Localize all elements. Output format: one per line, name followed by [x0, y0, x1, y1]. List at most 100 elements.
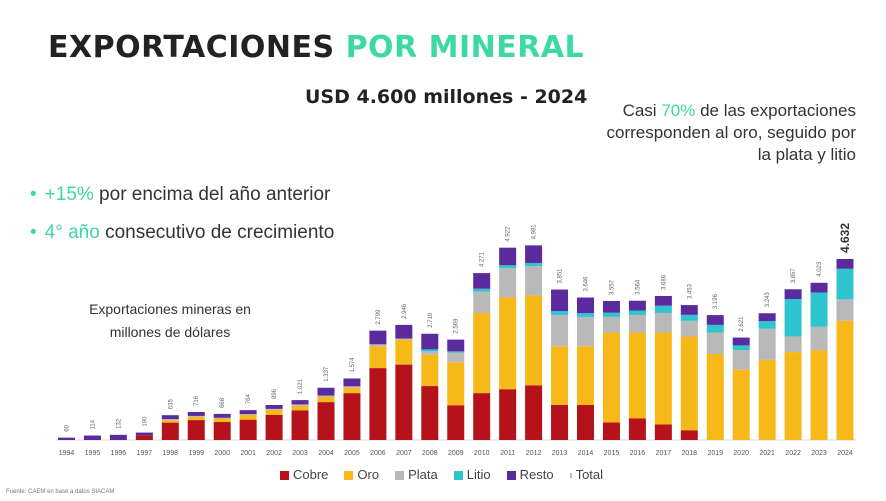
x-tick-label: 1999 — [188, 450, 204, 457]
bar-plata-2009 — [447, 352, 465, 363]
x-tick-label: 2007 — [396, 450, 412, 457]
bar-litio-2022 — [784, 299, 802, 337]
bar-oro-2002 — [265, 409, 283, 415]
x-tick-label: 2018 — [682, 450, 698, 457]
legend-item-plata: Plata — [395, 467, 438, 482]
bar-resto-2023 — [810, 282, 828, 293]
bar-resto-2018 — [680, 305, 698, 315]
total-data-label: 60 — [65, 424, 71, 431]
bar-cobre-2015 — [602, 422, 620, 440]
bar-resto-2013 — [551, 289, 569, 312]
total-data-label: 114 — [90, 419, 96, 429]
bullet-text: consecutivo de crecimiento — [99, 222, 335, 243]
bar-cobre-2012 — [525, 385, 543, 440]
bar-plata-2011 — [499, 268, 517, 298]
bar-plata-2014 — [577, 316, 594, 347]
x-tick-label: 2000 — [214, 450, 230, 457]
bar-litio-2012 — [525, 262, 543, 267]
x-tick-label: 1994 — [59, 450, 75, 457]
x-tick-label: 1996 — [111, 450, 127, 457]
note-text: Casi 70% de las exportaciones correspond… — [596, 100, 857, 166]
bar-resto-2016 — [628, 300, 646, 311]
bar-plata-2016 — [628, 314, 646, 333]
bar-litio-2011 — [499, 265, 517, 269]
bar-oro-2008 — [421, 354, 439, 387]
bar-cobre-2001 — [239, 419, 257, 440]
bar-resto-2019 — [706, 315, 724, 325]
bar-cobre-2013 — [551, 404, 569, 440]
total-data-label: 190 — [142, 416, 148, 427]
x-tick-label: 2010 — [474, 450, 490, 457]
total-data-label: 764 — [246, 393, 252, 404]
x-tick-label: 1995 — [85, 450, 101, 457]
bar-plata-2020 — [732, 350, 750, 370]
bar-oro-2019 — [706, 354, 724, 440]
bar-litio-2017 — [654, 305, 672, 314]
legend-swatch — [453, 471, 463, 481]
legend-item-total: Total — [569, 467, 604, 482]
bar-cobre-2008 — [421, 386, 439, 440]
legend-label: Total — [575, 467, 604, 482]
bar-resto-2004 — [317, 387, 335, 396]
bar-plata-2003 — [291, 404, 309, 406]
x-tick-label: 2008 — [422, 450, 438, 457]
subtitle: USD 4.600 millones - 2024 — [305, 86, 588, 108]
bar-litio-2008 — [421, 349, 439, 352]
bar-resto-2011 — [499, 247, 517, 266]
x-tick-label: 2020 — [733, 450, 749, 457]
bar-cobre-2010 — [473, 393, 491, 440]
total-data-label: 132 — [116, 418, 122, 429]
bar-plata-2013 — [551, 314, 569, 347]
total-data-label: 3.857 — [791, 268, 797, 284]
bullet-highlight: +15% — [44, 184, 94, 205]
bar-resto-1999 — [187, 412, 205, 416]
bar-cobre-1997 — [135, 435, 153, 440]
total-data-label: 4.023 — [817, 261, 823, 277]
bar-cobre-2003 — [291, 410, 309, 440]
bar-resto-1995 — [83, 435, 101, 440]
bar-plata-2001 — [239, 414, 257, 415]
x-tick-label: 1997 — [137, 450, 153, 457]
x-tick-label: 2016 — [630, 450, 646, 457]
x-tick-label: 2024 — [837, 450, 853, 457]
bar-oro-1999 — [187, 416, 205, 421]
legend-label: Cobre — [293, 467, 329, 482]
bar-plata-2018 — [680, 320, 698, 337]
total-data-label: 4.632 — [838, 223, 852, 253]
bar-plata-2007 — [395, 338, 413, 340]
total-data-label: 2.621 — [739, 316, 745, 332]
bar-cobre-2004 — [317, 402, 335, 440]
total-data-label: 3.646 — [584, 276, 590, 292]
bar-cobre-1999 — [187, 420, 205, 440]
bar-plata-2008 — [421, 351, 439, 355]
bar-plata-2002 — [265, 408, 283, 410]
bar-cobre-2000 — [213, 422, 231, 440]
bullet-icon: • — [30, 222, 37, 243]
bar-oro-2003 — [291, 405, 309, 411]
bar-cobre-2016 — [628, 418, 646, 440]
total-data-label: 3.196 — [713, 293, 719, 309]
bar-oro-2023 — [810, 350, 828, 440]
bar-litio-2019 — [706, 324, 724, 333]
bar-cobre-2007 — [395, 364, 413, 440]
bar-resto-2020 — [732, 337, 750, 346]
bar-plata-2024 — [836, 299, 854, 321]
bar-plata-2022 — [784, 336, 802, 353]
bullet-highlight: 4° año — [44, 222, 100, 243]
total-data-label: 2.719 — [428, 312, 434, 328]
total-data-label: 1.337 — [324, 366, 330, 382]
x-tick-label: 2002 — [266, 450, 282, 457]
x-tick-label: 1998 — [163, 450, 179, 457]
total-data-label: 4.922 — [506, 226, 512, 242]
total-data-label: 896 — [272, 388, 278, 399]
bar-plata-2023 — [810, 326, 828, 351]
bar-resto-1997 — [135, 432, 153, 436]
bar-resto-2021 — [758, 313, 776, 322]
bar-oro-2011 — [499, 297, 517, 390]
total-data-label: 668 — [220, 397, 226, 408]
bar-plata-2017 — [654, 313, 672, 333]
bar-plata-2010 — [473, 291, 491, 314]
x-tick-label: 2019 — [707, 450, 723, 457]
legend-item-cobre: Cobre — [280, 467, 328, 482]
